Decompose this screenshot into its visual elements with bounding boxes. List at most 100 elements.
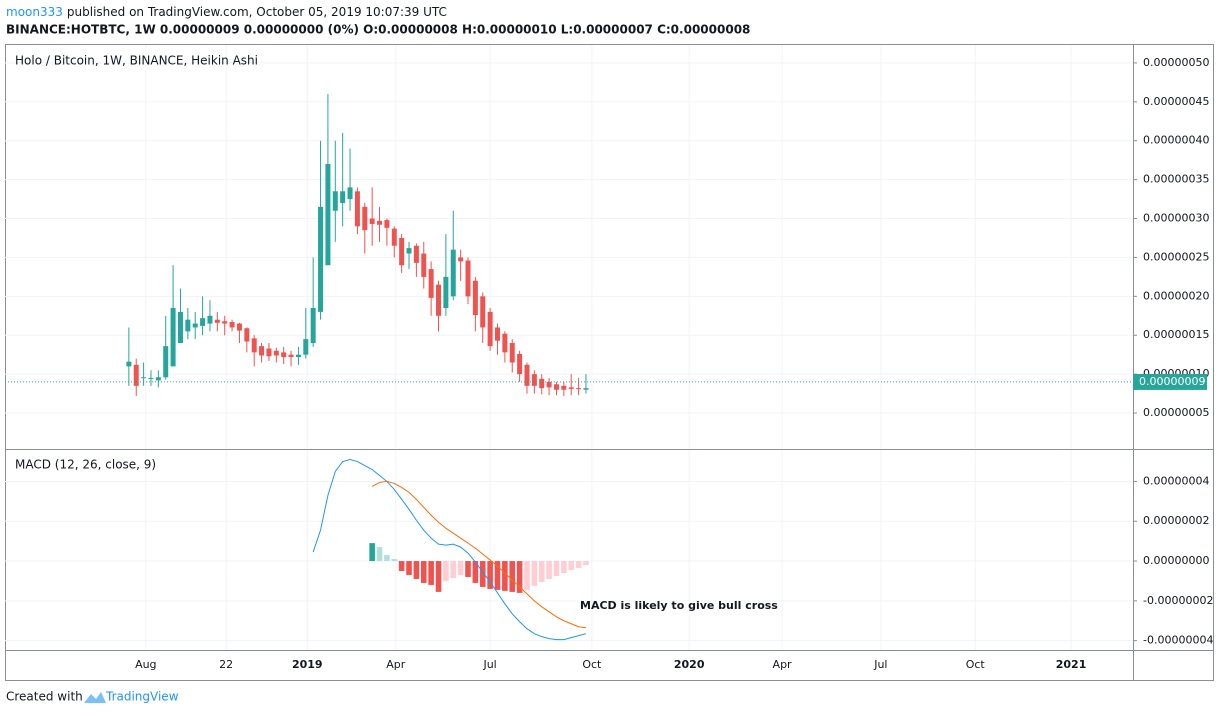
candle-body bbox=[133, 364, 139, 386]
annotation: MACD is likely to give bull cross bbox=[580, 599, 778, 612]
footer-created: Created with bbox=[6, 690, 83, 704]
y-tick-label: 0.00000030 bbox=[1143, 212, 1209, 225]
x-tick-label: Oct bbox=[966, 658, 986, 671]
candle-body bbox=[163, 346, 169, 378]
x-tick-label: 22 bbox=[219, 658, 233, 671]
histogram-bar bbox=[398, 561, 405, 571]
candle-body bbox=[259, 346, 265, 356]
header-line-1: moon333 published on TradingView.com, Oct… bbox=[6, 5, 447, 19]
histogram-bar bbox=[391, 559, 398, 562]
histogram-bar bbox=[502, 561, 508, 591]
candle-body bbox=[583, 388, 589, 390]
y-tick-label: 0.00000015 bbox=[1143, 328, 1209, 341]
candle-body bbox=[318, 206, 324, 312]
y-tick-label: -0.00000004 bbox=[1143, 634, 1213, 647]
candle-body bbox=[207, 315, 213, 324]
candle-body bbox=[384, 220, 390, 228]
candle-body bbox=[126, 361, 132, 367]
candle-body bbox=[436, 284, 442, 316]
candle-body bbox=[325, 164, 331, 266]
histogram-bar bbox=[553, 561, 560, 576]
histogram-bar bbox=[457, 561, 464, 575]
candle-body bbox=[472, 280, 478, 316]
marks bbox=[5, 94, 1133, 641]
macd-line bbox=[312, 459, 587, 641]
candle-body bbox=[229, 322, 235, 328]
histogram-bar bbox=[472, 561, 479, 583]
candle-body bbox=[509, 343, 515, 363]
histogram-bar bbox=[376, 547, 383, 562]
candle-body bbox=[177, 311, 183, 344]
candle-body bbox=[185, 319, 191, 332]
histogram-bar bbox=[583, 561, 589, 566]
candle-body bbox=[428, 269, 434, 298]
chart-border bbox=[5, 44, 1214, 681]
y-tick-label: -0.00000002 bbox=[1143, 594, 1213, 607]
x-tick-label: 2021 bbox=[1056, 658, 1087, 671]
y-tick-label: 0.00000040 bbox=[1143, 134, 1209, 147]
histogram-bar bbox=[561, 561, 567, 573]
candle-body bbox=[465, 260, 471, 297]
candle-body bbox=[141, 377, 147, 379]
tradingview-logo[interactable]: TradingView bbox=[84, 690, 179, 704]
x-tick-label: Aug bbox=[135, 658, 156, 671]
candle-body bbox=[524, 364, 530, 386]
y-tick-label: 0.00000025 bbox=[1143, 250, 1209, 263]
candle-body bbox=[340, 191, 346, 203]
candle-body bbox=[170, 308, 176, 367]
y-tick-label: 0.00000004 bbox=[1143, 474, 1209, 487]
histogram-bar bbox=[538, 561, 545, 582]
candle-body bbox=[546, 381, 552, 388]
candle-body bbox=[273, 350, 279, 356]
histogram-bar bbox=[420, 561, 427, 583]
histogram-bar bbox=[384, 555, 390, 562]
published: published on TradingView.com, October 05… bbox=[67, 5, 447, 19]
histogram-bar bbox=[435, 561, 442, 592]
grid bbox=[5, 45, 1133, 650]
candle-body bbox=[244, 328, 250, 342]
candle-body bbox=[251, 338, 257, 353]
histogram-bar bbox=[575, 561, 582, 569]
histogram-bar bbox=[479, 561, 486, 587]
candle-body bbox=[406, 248, 412, 254]
last-price-box bbox=[1133, 373, 1207, 390]
x-tick-label: 2020 bbox=[674, 658, 705, 671]
histogram-bar bbox=[546, 561, 552, 579]
y-tick-label: 0.00000050 bbox=[1143, 56, 1209, 69]
candle-body bbox=[266, 348, 272, 357]
candle-body bbox=[236, 323, 242, 331]
histogram-bar bbox=[494, 561, 501, 590]
histogram-bar bbox=[531, 561, 538, 586]
x-tick-label: Apr bbox=[773, 658, 793, 671]
y-tick-label: 0.00000005 bbox=[1143, 406, 1209, 419]
histogram-bar bbox=[413, 561, 420, 579]
x-tick-label: 2019 bbox=[292, 658, 323, 671]
y-tick-label: 0.00000000 bbox=[1143, 554, 1209, 567]
candle-body bbox=[303, 339, 309, 355]
candle-body bbox=[281, 352, 287, 358]
pane-title: Holo / Bitcoin, 1W, BINANCE, Heikin Ashi bbox=[15, 54, 258, 68]
candle-body bbox=[369, 218, 375, 224]
histogram-bar bbox=[487, 561, 493, 589]
candle-body bbox=[553, 384, 559, 390]
histogram-bar bbox=[465, 561, 471, 577]
x-tick-label: Jul bbox=[873, 658, 887, 671]
candle-body bbox=[310, 308, 316, 344]
macd-title: MACD (12, 26, close, 9) bbox=[15, 458, 156, 472]
candle-body bbox=[332, 191, 338, 211]
histogram-bar bbox=[369, 543, 375, 562]
candle-body bbox=[377, 220, 383, 225]
candle-body bbox=[214, 319, 220, 323]
histogram-bar bbox=[509, 561, 516, 592]
histogram-bar bbox=[443, 561, 449, 581]
x-tick-label: Apr bbox=[386, 658, 406, 671]
author[interactable]: moon333 bbox=[6, 5, 63, 19]
candle-body bbox=[155, 377, 161, 381]
candle-body bbox=[450, 249, 456, 297]
candle-body bbox=[487, 311, 493, 347]
candle-body bbox=[458, 257, 464, 262]
candle-body bbox=[362, 206, 368, 231]
candle-body bbox=[354, 191, 360, 227]
y-tick-label: 0.00000035 bbox=[1143, 173, 1209, 186]
